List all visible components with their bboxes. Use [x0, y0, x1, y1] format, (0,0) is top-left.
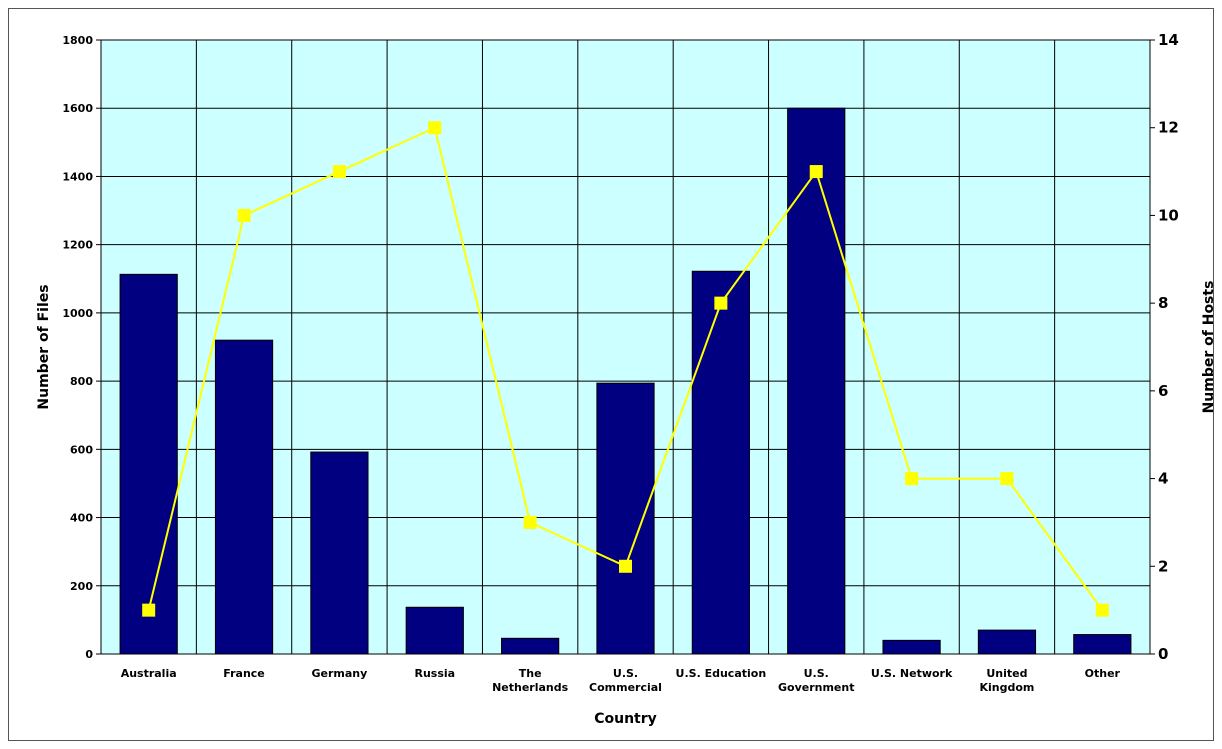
category-label: U.S. Government — [778, 667, 854, 694]
category-label-line: Russia — [414, 667, 455, 680]
left-tick-label: 1600 — [62, 102, 93, 115]
category-label-line: France — [223, 667, 264, 680]
left-tick-label: 0 — [85, 648, 93, 661]
category-label: U.S. Network — [871, 667, 953, 680]
right-tick-label: 12 — [1158, 119, 1179, 137]
left-tick-label: 400 — [70, 512, 93, 525]
category-label-line: Other — [1085, 667, 1121, 680]
line-point — [428, 121, 442, 135]
category-label: U.S. Commercial — [589, 667, 662, 694]
category-label-line: United — [986, 667, 1027, 680]
line-point — [523, 515, 537, 529]
right-tick-label: 2 — [1158, 557, 1168, 575]
bar — [787, 107, 846, 655]
category-label: U.S. Education — [676, 667, 767, 680]
bar — [1073, 634, 1132, 655]
right-tick-label: 14 — [1158, 31, 1179, 49]
x-axis-title: Country — [594, 711, 657, 727]
category-label-line: U.S. Network — [871, 667, 953, 680]
category-label: Russia — [414, 667, 455, 680]
line-point — [809, 165, 823, 179]
bar — [405, 606, 464, 655]
bar — [977, 629, 1037, 655]
category-label-line: The — [519, 667, 542, 680]
category-label-line: Government — [778, 681, 854, 694]
category-label-line: Kingdom — [980, 681, 1035, 694]
left-tick-label: 800 — [70, 375, 93, 388]
right-tick-label: 10 — [1158, 206, 1179, 224]
right-tick-label: 4 — [1158, 470, 1168, 488]
right-tick-label: 8 — [1158, 294, 1168, 312]
bar — [501, 637, 560, 655]
category-label: France — [223, 667, 264, 680]
line-point — [332, 165, 346, 179]
line-point — [905, 472, 919, 486]
line-point — [1095, 603, 1109, 617]
line-point — [237, 208, 251, 222]
category-label: Germany — [312, 667, 368, 680]
category-label: Australia — [121, 667, 177, 680]
category-axis-labels: Australia France Germany Russia The Netherlan… — [121, 667, 1121, 694]
right-axis-ticks: 0 2 4 6 8 10 12 14 — [1150, 31, 1179, 663]
category-label-line: U.S. — [804, 667, 829, 680]
category-label-line: Commercial — [589, 681, 662, 694]
line-point — [714, 296, 728, 310]
category-label: The Netherlands — [492, 667, 569, 694]
bar — [310, 451, 369, 655]
right-tick-label: 0 — [1158, 645, 1168, 663]
category-label-line: Netherlands — [492, 681, 569, 694]
left-tick-label: 600 — [70, 443, 93, 456]
category-label: Other — [1085, 667, 1121, 680]
category-label-line: U.S. Education — [676, 667, 767, 680]
bar — [596, 382, 655, 655]
category-label: United Kingdom — [980, 667, 1035, 694]
right-tick-label: 6 — [1158, 382, 1168, 400]
line-point — [1000, 472, 1014, 486]
left-tick-label: 1200 — [62, 239, 93, 252]
category-label-line: Germany — [312, 667, 368, 680]
left-tick-label: 1000 — [62, 307, 93, 320]
bar — [214, 339, 274, 655]
line-point — [619, 559, 632, 573]
bar — [119, 273, 178, 655]
left-axis-ticks: 0 200 400 600 800 1000 1200 1400 1600 1800 — [62, 34, 101, 661]
left-tick-label: 1800 — [62, 34, 93, 47]
line-series — [142, 121, 1109, 617]
bar — [882, 639, 941, 655]
category-label-line: U.S. — [613, 667, 638, 680]
y2-axis-title: Number of Hosts — [1201, 281, 1217, 414]
bar — [691, 270, 750, 655]
y-axis-title: Number of Files — [36, 284, 52, 409]
line-point — [142, 603, 156, 617]
left-tick-label: 200 — [70, 580, 93, 593]
left-tick-label: 1400 — [62, 170, 93, 183]
category-label-line: Australia — [121, 667, 177, 680]
